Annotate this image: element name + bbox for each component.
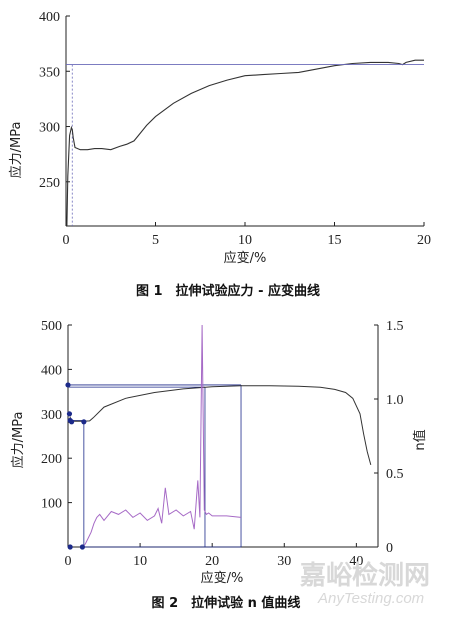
chart1-y-tick-label: 350 bbox=[39, 65, 60, 80]
chart2-y-label: 应力/MPa bbox=[10, 412, 26, 469]
chart2-y-tick-label: 500 bbox=[41, 319, 62, 334]
chart2-stress-line bbox=[68, 385, 372, 466]
chart2-y2-tick-label: 0.5 bbox=[386, 467, 404, 482]
chart2-marker-point bbox=[67, 544, 73, 550]
chart2-x-tick-label: 40 bbox=[349, 554, 363, 569]
watermark-url: AnyTesting.com bbox=[317, 590, 424, 607]
chart1-y-label: 应力/MPa bbox=[8, 122, 24, 179]
chart2-x-tick-label: 0 bbox=[65, 554, 72, 569]
chart2-x-tick-label: 20 bbox=[205, 554, 219, 569]
chart2-marker-point bbox=[66, 411, 73, 417]
chart2-x-tick-label: 30 bbox=[277, 554, 291, 569]
chart1-series-line bbox=[66, 59, 424, 227]
chart1-x-tick-label: 0 bbox=[63, 233, 70, 248]
chart1-x-tick-label: 20 bbox=[417, 233, 431, 248]
chart-1: 应力/MPa 应变/% 图 1 拉伸试验应力 - 应变曲线 0 5 10 15 20 25… bbox=[8, 10, 431, 299]
chart2-marker-point bbox=[81, 419, 87, 425]
chart2-n-value-line bbox=[82, 324, 242, 548]
chart2-y2-tick-label: 1.0 bbox=[386, 393, 404, 408]
chart1-y-tick-label: 300 bbox=[39, 121, 60, 136]
chart2-marker-point bbox=[65, 382, 71, 388]
chart2-y-tick-label: 400 bbox=[41, 363, 62, 378]
chart2-y2-label: n值 bbox=[412, 429, 428, 450]
chart1-x-label: 应变/% bbox=[224, 250, 267, 266]
chart2-marker-point bbox=[69, 419, 75, 425]
chart2-y2-tick-label: 0 bbox=[386, 541, 393, 556]
chart2-y-tick-label: 300 bbox=[41, 408, 62, 423]
chart2-y-tick-label: 100 bbox=[41, 497, 62, 512]
chart2-marker-point bbox=[79, 544, 86, 550]
chart2-x-tick-label: 10 bbox=[133, 554, 147, 569]
chart1-x-tick-label: 15 bbox=[328, 233, 342, 248]
chart1-x-tick-label: 10 bbox=[238, 233, 252, 248]
chart1-x-tick-label: 5 bbox=[152, 233, 159, 248]
chart2-caption: 图 2 拉伸试验 n 值曲线 bbox=[152, 595, 301, 611]
chart1-y-tick-label: 250 bbox=[39, 176, 60, 191]
chart1-y-tick-label: 400 bbox=[39, 10, 60, 25]
watermark-title: 嘉峪检测网 bbox=[300, 560, 430, 591]
chart1-caption: 图 1 拉伸试验应力 - 应变曲线 bbox=[136, 283, 320, 299]
chart2-x-label: 应变/% bbox=[201, 570, 244, 586]
chart2-y2-tick-label: 1.5 bbox=[386, 319, 404, 334]
chart-2: 应力/MPa n值 应变/% 图 2 拉伸试验 n 值曲线 0 10 20 30 40 1… bbox=[10, 319, 428, 611]
chart2-y-tick-label: 200 bbox=[41, 452, 62, 467]
